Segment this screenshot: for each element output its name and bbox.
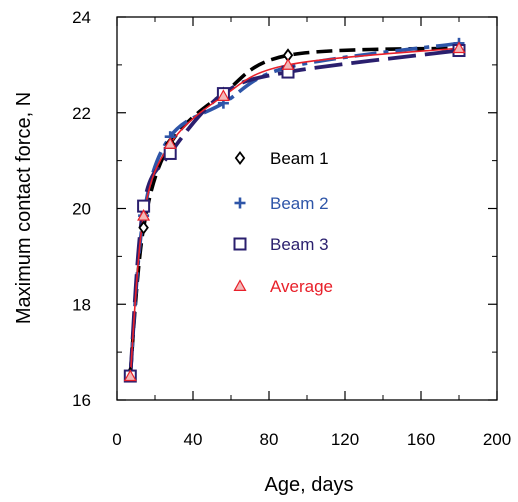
- triangle-marker: [123, 369, 137, 382]
- series-lines: [128, 41, 460, 377]
- triangle-marker: [281, 58, 295, 70]
- square-marker: [163, 146, 177, 160]
- series-line-average: [129, 47, 460, 377]
- data-point-average: [163, 137, 177, 149]
- legend-label-beam-3: Beam 3: [270, 235, 329, 254]
- legend-item-average: Average: [233, 277, 333, 296]
- y-tick-label: 20: [72, 200, 91, 219]
- x-tick-label: 0: [112, 430, 121, 449]
- legend-item-beam-1: Beam 1: [234, 149, 329, 168]
- tick-labels: 0 40 80 120 160 200 16 18 20 22 24: [72, 8, 511, 449]
- series-markers: [123, 37, 466, 383]
- x-tick-label: 80: [260, 430, 279, 449]
- legend-label-beam-2: Beam 2: [270, 194, 329, 213]
- y-axis-label: Maximum contact force, N: [13, 92, 35, 324]
- x-axis-label: Age, days: [265, 474, 354, 496]
- series-line-beam-1: [128, 46, 460, 374]
- data-point-average: [123, 369, 137, 382]
- legend-item-beam-2: Beam 2: [234, 194, 329, 213]
- data-point-beam-1: [138, 220, 149, 235]
- legend-marker-average: [233, 279, 247, 291]
- triangle-marker: [216, 89, 230, 101]
- legend-marker-beam-2: [234, 197, 246, 209]
- axis-ticks: [116, 16, 498, 401]
- x-tick-label: 40: [184, 430, 203, 449]
- x-tick-label: 200: [483, 430, 511, 449]
- legend-label-beam-1: Beam 1: [270, 149, 329, 168]
- triangle-marker: [163, 137, 177, 149]
- legend-marker-beam-1: [234, 151, 246, 165]
- legend-marker-beam-3: [233, 237, 247, 251]
- legend: Beam 1 Beam 2 Beam 3 Average: [233, 149, 333, 296]
- legend-label-average: Average: [270, 277, 333, 296]
- series-line-beam-3: [128, 48, 460, 377]
- y-tick-label: 22: [72, 104, 91, 123]
- legend-item-beam-3: Beam 3: [233, 235, 329, 254]
- data-point-average: [281, 58, 295, 70]
- x-tick-label: 120: [331, 430, 359, 449]
- diamond-marker: [138, 220, 149, 235]
- triangle-marker: [137, 208, 151, 221]
- triangle-marker: [452, 41, 466, 54]
- y-tick-label: 18: [72, 295, 91, 314]
- data-point-average: [137, 208, 151, 221]
- y-tick-label: 16: [72, 391, 91, 410]
- y-tick-label: 24: [72, 8, 91, 27]
- triangle-marker: [233, 279, 247, 291]
- diamond-marker: [234, 151, 246, 165]
- x-tick-label: 160: [407, 430, 435, 449]
- data-point-average: [216, 89, 230, 101]
- data-point-average: [452, 41, 466, 54]
- data-point-beam-3: [163, 146, 177, 160]
- square-marker: [233, 237, 247, 251]
